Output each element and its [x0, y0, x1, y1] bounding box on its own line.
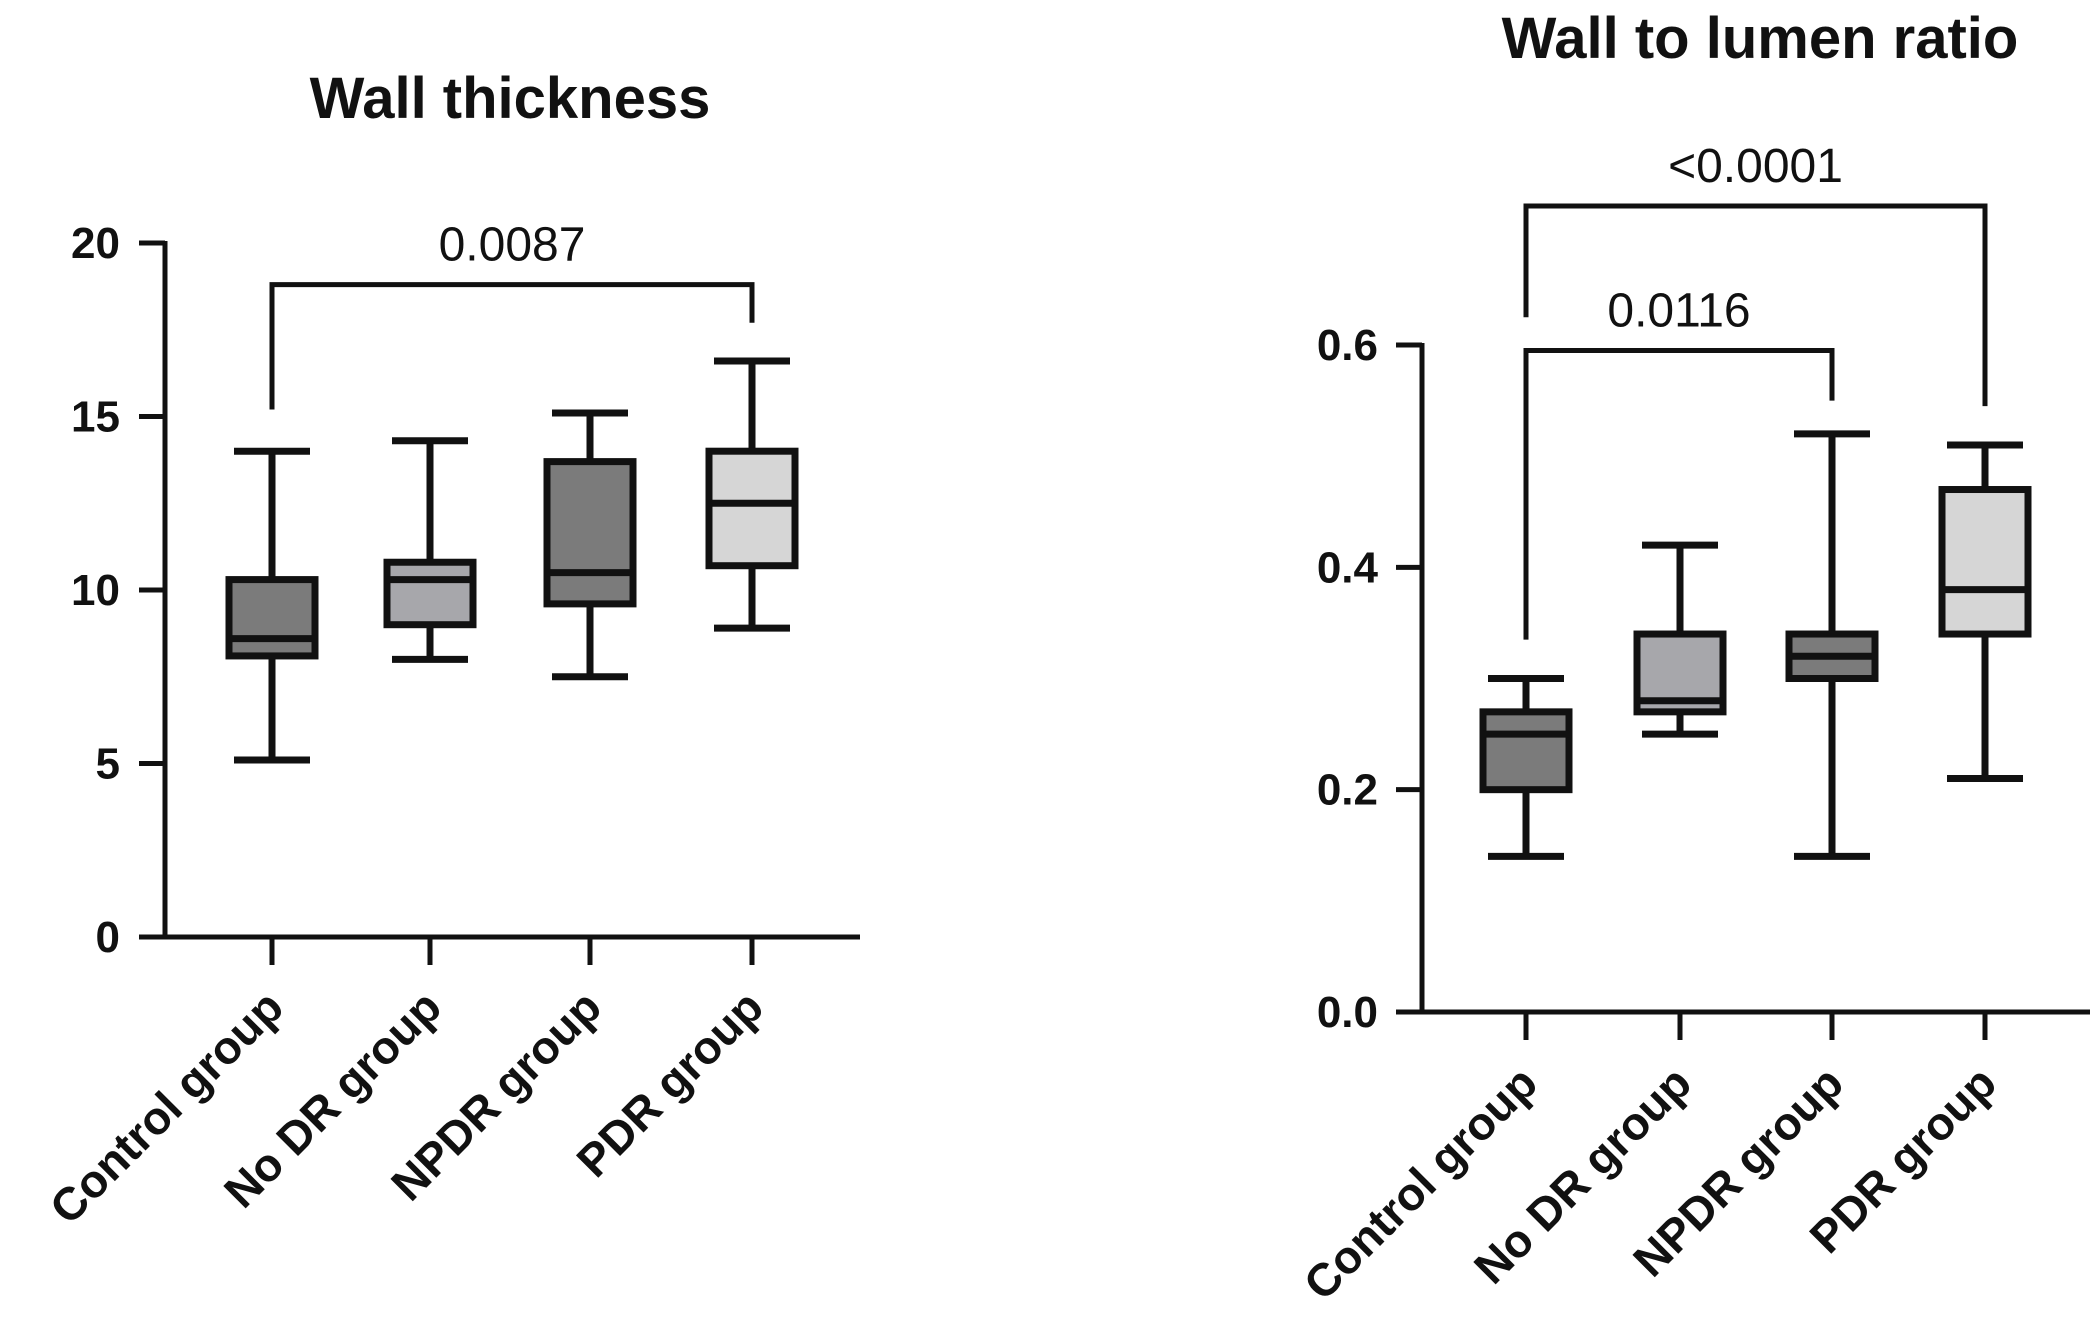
box-plot-3 — [705, 357, 799, 632]
bracket-line — [1523, 203, 1988, 407]
chart-title: Wall to lumen ratio — [1502, 6, 2019, 71]
iqr-box — [225, 576, 319, 660]
y-tick-label: 0.4 — [1317, 543, 1379, 592]
significance-bracket: <0.0001 — [1523, 140, 1988, 407]
iqr-box — [383, 558, 477, 629]
box-plot-0 — [1479, 675, 1573, 860]
bracket-line — [1523, 348, 1835, 640]
iqr-box — [1938, 486, 2032, 638]
box-plot-2 — [543, 409, 637, 681]
p-value-label: 0.0116 — [1607, 285, 1750, 338]
box-plot-0 — [225, 447, 319, 764]
p-value-label: 0.0087 — [439, 219, 586, 272]
iqr-box — [543, 458, 637, 608]
p-value-label: <0.0001 — [1668, 140, 1843, 193]
y-tick-label: 20 — [71, 219, 120, 268]
y-tick-label: 0.0 — [1317, 988, 1378, 1037]
significance-bracket: 0.0087 — [269, 219, 755, 410]
bracket-line — [269, 282, 755, 410]
y-tick-label: 0.6 — [1317, 321, 1378, 370]
box-plot-3 — [1938, 441, 2032, 783]
iqr-box — [705, 447, 799, 570]
y-tick-label: 15 — [71, 393, 120, 442]
chart-title: Wall thickness — [310, 66, 711, 131]
y-tick-label: 10 — [71, 566, 120, 615]
box-plot-1 — [383, 437, 477, 663]
y-tick-label: 0.2 — [1317, 766, 1378, 815]
box-plot-1 — [1633, 541, 1727, 738]
box-plot-2 — [1785, 430, 1879, 860]
significance-bracket: 0.0116 — [1523, 285, 1835, 640]
iqr-box — [1479, 708, 1573, 794]
y-tick-label: 5 — [96, 740, 120, 789]
y-tick-label: 0 — [96, 913, 120, 962]
